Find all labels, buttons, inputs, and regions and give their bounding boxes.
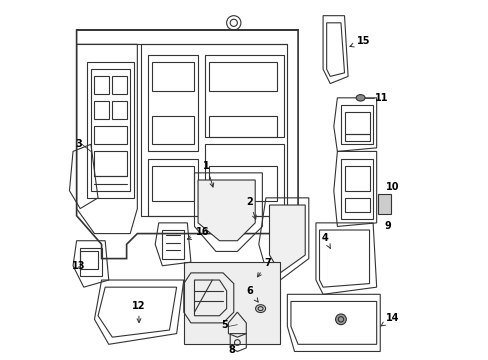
- Bar: [112, 102, 126, 119]
- Text: 6: 6: [246, 286, 258, 302]
- Text: 8: 8: [228, 345, 235, 355]
- Ellipse shape: [255, 305, 265, 312]
- Bar: [94, 152, 126, 176]
- Text: 14: 14: [380, 313, 398, 326]
- Bar: [344, 112, 369, 134]
- Bar: [208, 116, 276, 137]
- Text: 10: 10: [385, 182, 398, 192]
- FancyBboxPatch shape: [183, 262, 280, 344]
- Text: 9: 9: [384, 221, 391, 231]
- Bar: [378, 194, 390, 214]
- Ellipse shape: [335, 314, 346, 325]
- Bar: [80, 251, 98, 269]
- Bar: [344, 166, 369, 191]
- Bar: [112, 76, 126, 94]
- Bar: [151, 166, 194, 202]
- Text: 13: 13: [72, 261, 85, 271]
- Text: 3: 3: [75, 139, 82, 149]
- Polygon shape: [198, 180, 255, 241]
- Bar: [151, 116, 194, 144]
- Bar: [151, 62, 194, 91]
- Text: 1: 1: [203, 161, 213, 187]
- Text: 11: 11: [374, 93, 387, 103]
- Bar: [344, 134, 369, 141]
- Ellipse shape: [355, 95, 365, 101]
- Text: 2: 2: [246, 197, 256, 219]
- Bar: [94, 126, 126, 144]
- Text: 5: 5: [221, 320, 228, 330]
- Text: 15: 15: [349, 36, 370, 47]
- Text: 16: 16: [187, 228, 209, 239]
- Text: 7: 7: [257, 258, 270, 277]
- Text: 12: 12: [132, 301, 145, 323]
- Bar: [208, 62, 276, 91]
- Bar: [208, 166, 276, 202]
- Bar: [94, 102, 108, 119]
- Bar: [94, 76, 108, 94]
- Bar: [344, 198, 369, 212]
- Text: 4: 4: [321, 233, 329, 248]
- Polygon shape: [269, 205, 305, 273]
